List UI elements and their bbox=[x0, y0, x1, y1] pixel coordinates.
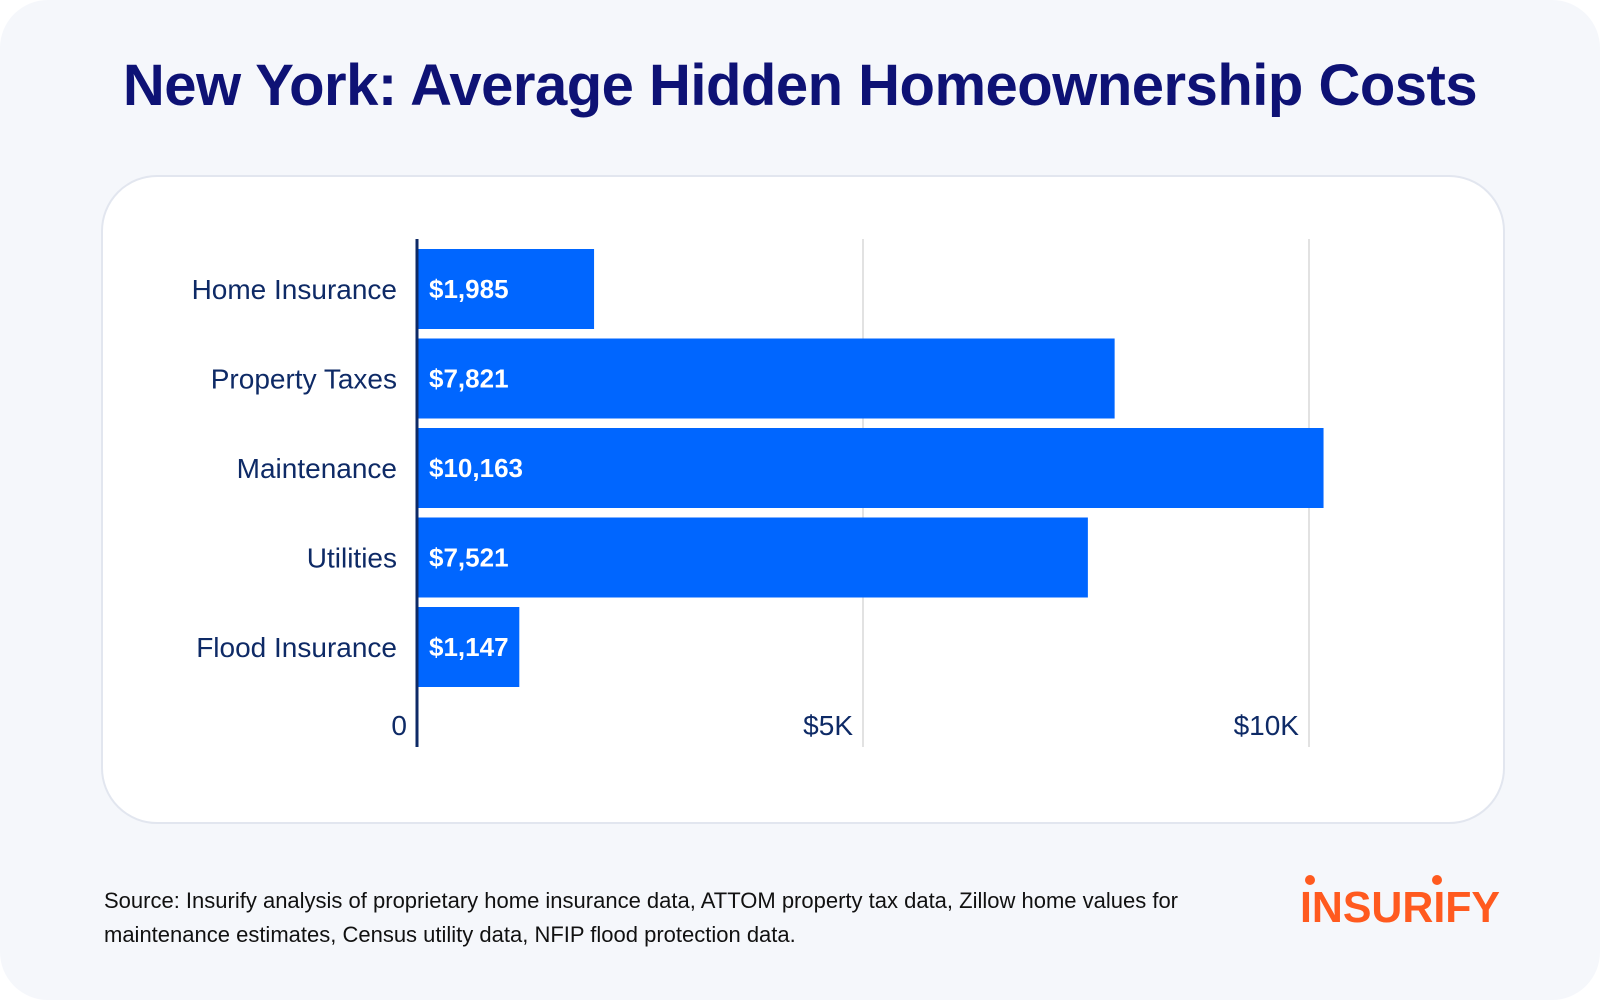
logo-dot-i2 bbox=[1432, 875, 1442, 885]
x-tick-label-0: 0 bbox=[391, 710, 407, 741]
category-label-1: Property Taxes bbox=[211, 364, 397, 395]
category-label-4: Flood Insurance bbox=[196, 632, 397, 663]
page-title: New York: Average Hidden Homeownership C… bbox=[122, 53, 1478, 118]
logo-wordmark: INSURIFY bbox=[1300, 883, 1500, 932]
x-tick-label-1: $5K bbox=[803, 710, 853, 741]
bar-value-label-3: $7,521 bbox=[429, 543, 509, 573]
category-label-3: Utilities bbox=[307, 543, 397, 574]
bar-0 bbox=[417, 249, 595, 329]
bar-value-label-0: $1,985 bbox=[429, 274, 509, 304]
insurify-logo: INSURIFY bbox=[1300, 875, 1500, 932]
x-tick-label-2: $10K bbox=[1234, 710, 1300, 741]
bar-1 bbox=[417, 338, 1115, 419]
bar-2 bbox=[417, 428, 1324, 508]
logo-dot-i bbox=[1305, 875, 1315, 885]
bar-4 bbox=[417, 607, 520, 687]
bar-chart: $1,985 Home Insurance $7,821 Property Taxes… bbox=[192, 239, 1324, 747]
category-label-0: Home Insurance bbox=[192, 274, 397, 305]
category-label-2: Maintenance bbox=[237, 453, 397, 484]
bar-3 bbox=[417, 517, 1088, 598]
bar-value-label-1: $7,821 bbox=[429, 364, 509, 394]
source-note: Source: Insurify analysis of proprietary… bbox=[104, 888, 1179, 947]
bar-value-label-2: $10,163 bbox=[429, 453, 523, 483]
chart-card: $1,985 Home Insurance $7,821 Property Taxes… bbox=[101, 175, 1505, 824]
bar-value-label-4: $1,147 bbox=[429, 632, 509, 662]
